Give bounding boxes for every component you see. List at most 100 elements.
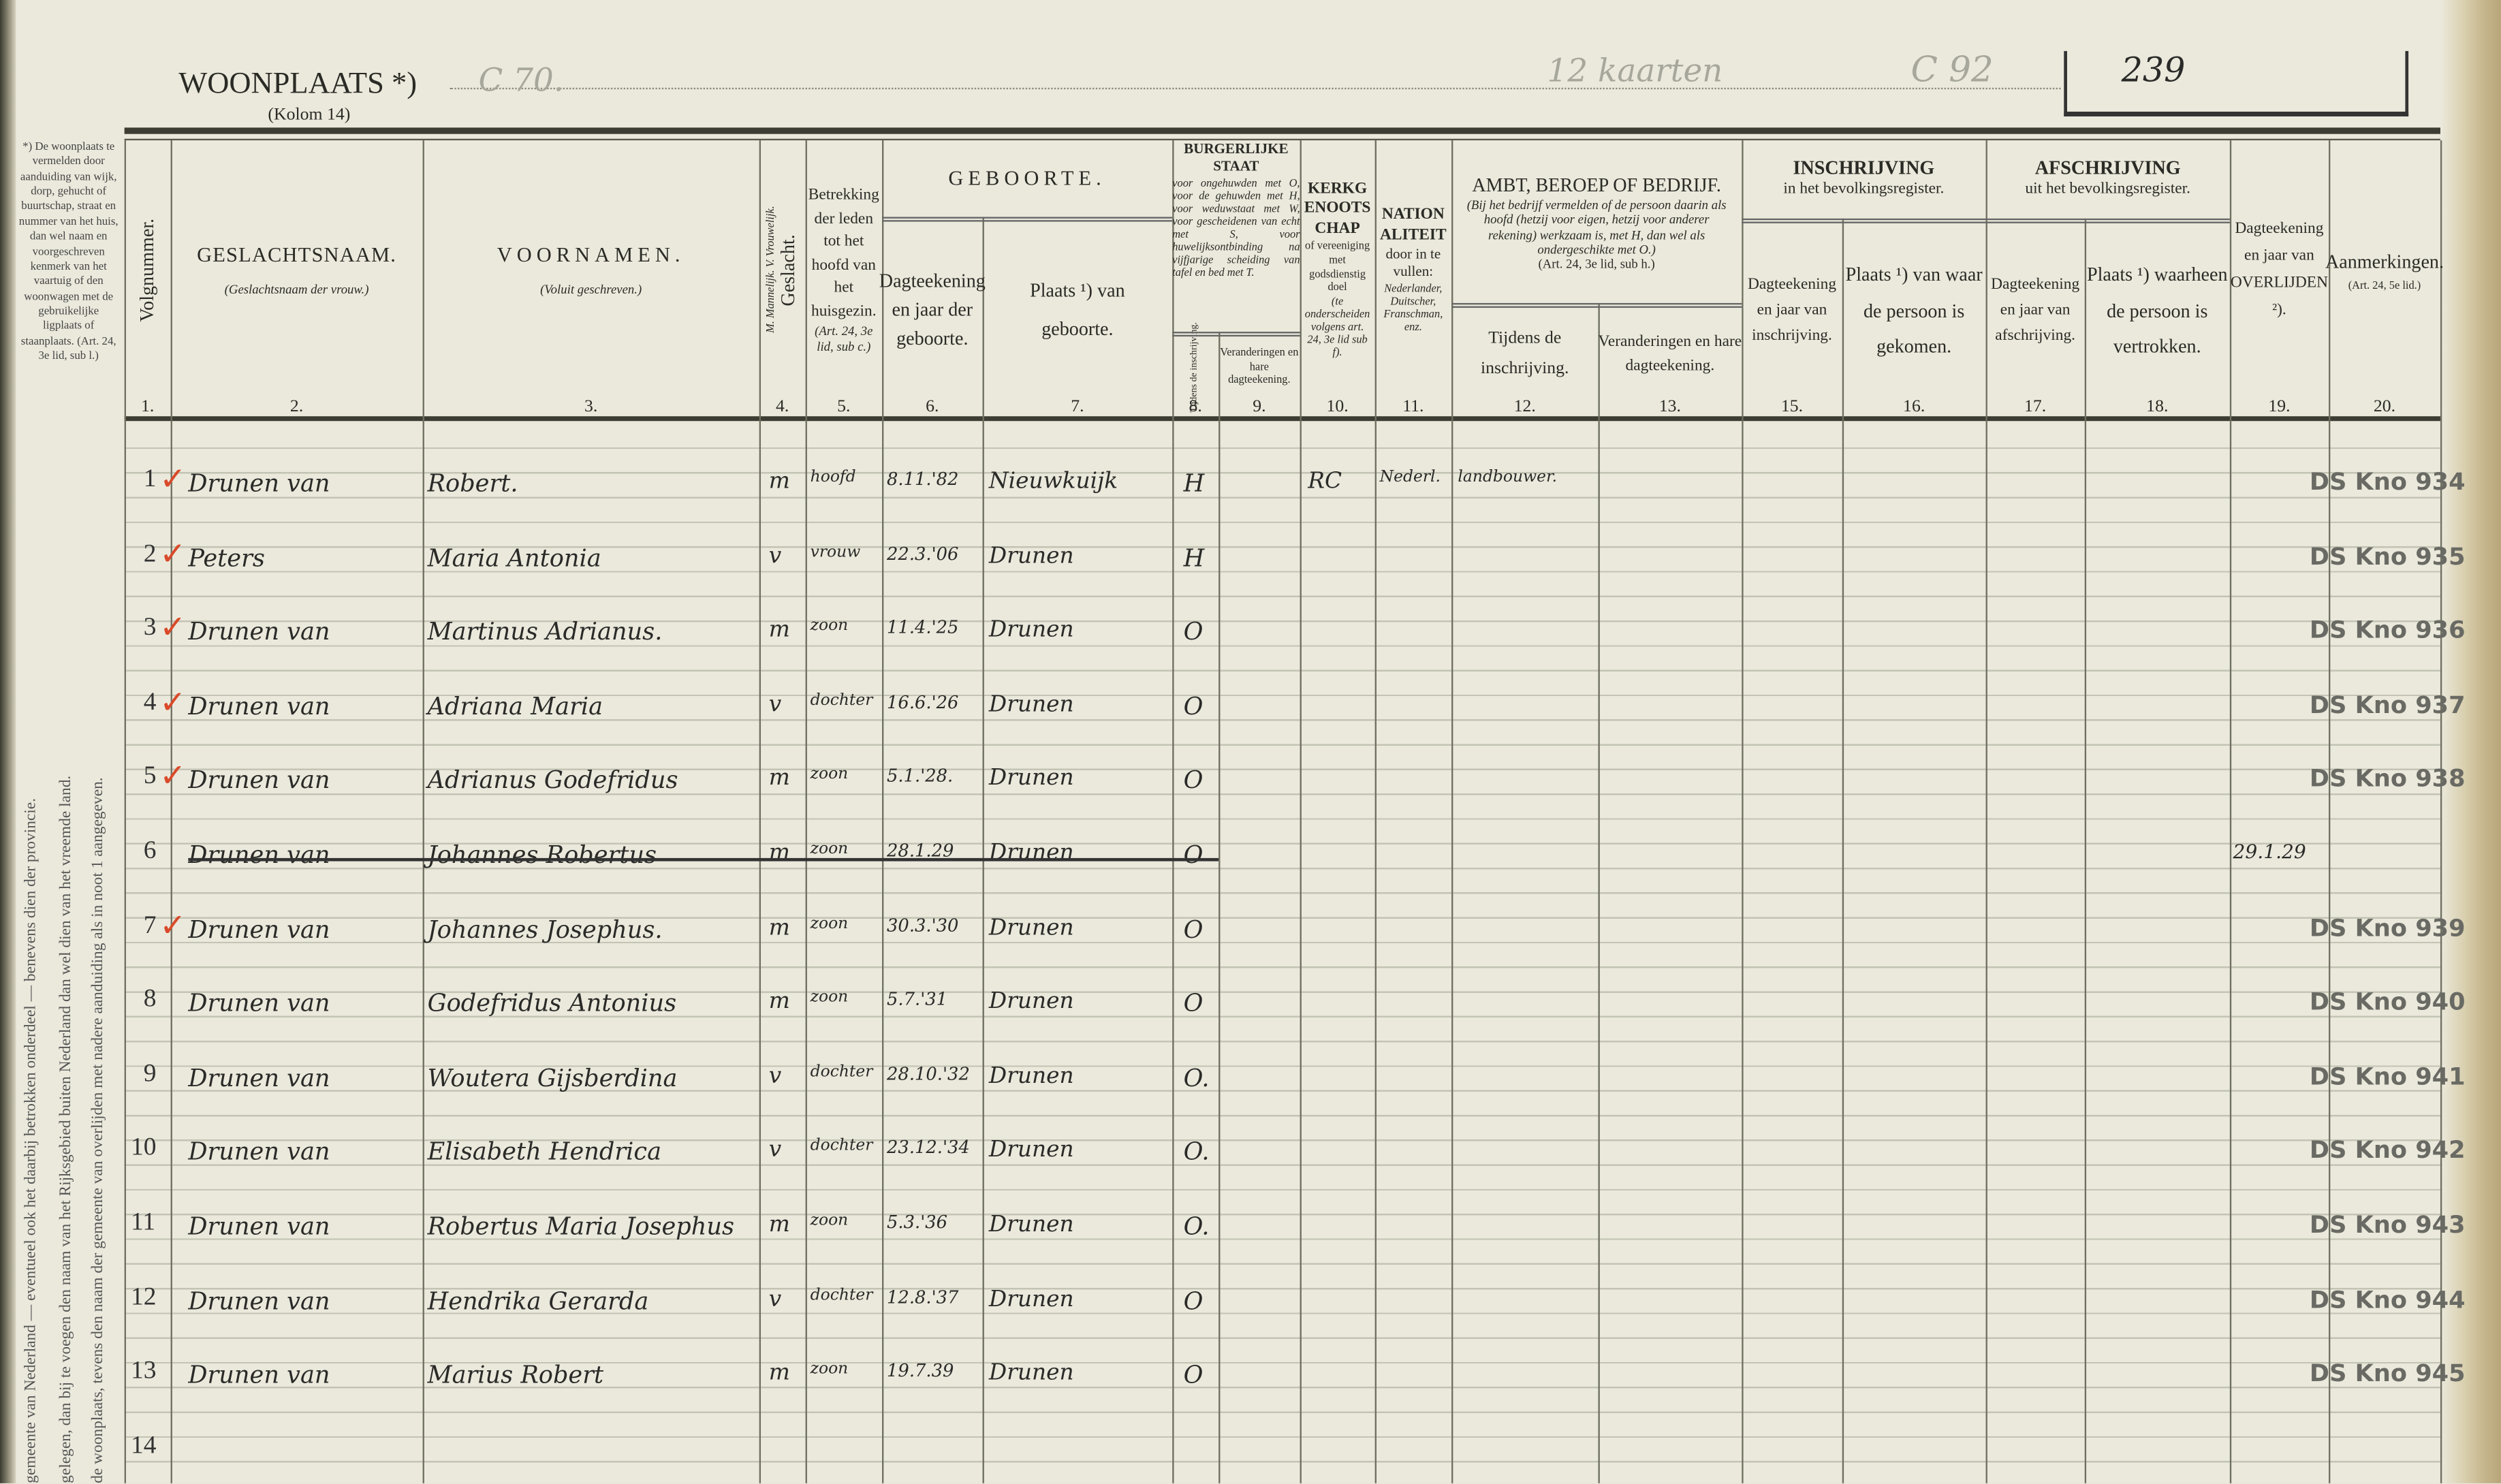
relation-cell: zoon xyxy=(810,840,849,858)
sex-cell: m xyxy=(768,915,790,941)
column-rule xyxy=(1218,332,1221,1483)
birthdate-cell: 5.3.'36 xyxy=(887,1212,948,1233)
column-rule xyxy=(170,140,172,1483)
header-note: (Art. 24, 3e lid, sub h.) xyxy=(1538,256,1655,271)
header-label: Dagteekening en jaar van afschrijving. xyxy=(1991,276,2080,345)
header-inschrijving-datum: Dagteekening en jaar van inschrijving. xyxy=(1742,223,1842,399)
column-rule xyxy=(805,140,807,1483)
header-note: voor ongehuwden met O, voor de gehuwden … xyxy=(1172,176,1300,279)
sex-cell: m xyxy=(768,1212,790,1238)
sex-cell: v xyxy=(768,543,782,569)
sex-cell: v xyxy=(768,1137,782,1164)
header-afschrijving-plaats: Plaats ¹) waarheen de persoon is vertrok… xyxy=(2085,223,2230,399)
header-geslacht: M. Mannelijk. V. Vrouwelijk. Geslacht. xyxy=(759,144,806,396)
relation-cell: vrouw xyxy=(810,543,861,561)
header-label: Dagteekening en jaar van inschrijving. xyxy=(1747,276,1837,345)
surname-cell: Drunen van xyxy=(188,1063,330,1092)
sex-cell: v xyxy=(768,1286,782,1312)
header-note: (Art. 24, 3e lid, sub c.) xyxy=(815,324,873,353)
remark-stamp: DS Kno 941 xyxy=(2309,1062,2466,1091)
header-geslachtsnaam: GESLACHTSNAAM. (Geslachtsnaam der vrouw.) xyxy=(171,144,423,396)
header-note: of vereeniging met godsdienstig doel xyxy=(1305,239,1370,294)
header-label: Plaats ¹) van geboorte. xyxy=(1030,279,1125,340)
relation-cell: hoofd xyxy=(810,469,856,487)
firstnames-cell: Godefridus Antonius xyxy=(427,989,677,1018)
column-number: 12. xyxy=(1513,397,1536,417)
column-number: 13. xyxy=(1658,397,1681,417)
row-number: 9 xyxy=(143,1060,157,1088)
relation-cell: zoon xyxy=(810,915,849,933)
remark-stamp: DS Kno 939 xyxy=(2309,913,2466,943)
row-number: 5 xyxy=(143,763,157,791)
relation-cell: zoon xyxy=(810,1360,849,1378)
relation-cell: zoon xyxy=(810,1212,849,1230)
civil-state-cell: O. xyxy=(1183,1063,1210,1092)
column-rule xyxy=(1172,140,1174,1483)
column-rule xyxy=(2440,140,2442,1483)
firstnames-cell: Robertus Maria Josephus xyxy=(427,1212,735,1241)
civil-state-cell: O xyxy=(1183,840,1204,870)
civil-state-cell: O. xyxy=(1183,1137,1210,1167)
header-beroep-inschrijving: Tijdens de inschrijving. xyxy=(1451,309,1598,398)
column-number: 20. xyxy=(2373,397,2396,417)
surname-cell: Drunen van xyxy=(188,1360,330,1390)
firstnames-cell: Woutera Gijsberdina xyxy=(427,1063,678,1092)
birthdate-cell: 8.11.'82 xyxy=(887,469,959,490)
row-number: 3 xyxy=(143,614,157,642)
sex-cell: m xyxy=(768,989,790,1015)
civil-state-cell: O. xyxy=(1183,1212,1210,1241)
column-rule xyxy=(982,217,984,1483)
birthplace-cell: Drunen xyxy=(988,915,1074,941)
pencil-code: C 92 xyxy=(1910,50,1994,91)
remark-stamp: DS Kno 942 xyxy=(2309,1136,2466,1165)
header-label: GEBOORTE. xyxy=(948,165,1106,190)
sex-cell: v xyxy=(768,1063,782,1089)
remark-stamp: DS Kno 934 xyxy=(2309,467,2466,496)
column-rule xyxy=(2329,140,2331,1483)
surname-cell: Drunen van xyxy=(188,469,330,498)
column-rule xyxy=(1374,140,1377,1483)
birthplace-cell: Drunen xyxy=(988,1063,1074,1089)
row-number: 1 xyxy=(143,465,157,493)
surname-cell: Drunen van xyxy=(188,915,330,944)
row-number: 2 xyxy=(143,539,157,567)
header-rule-thin xyxy=(124,138,2440,141)
death-date-cell: 29.1.29 xyxy=(2233,840,2306,863)
header-divider xyxy=(1172,332,1300,337)
row-number: 7 xyxy=(143,911,157,939)
header-label: AMBT, BEROEP OF BEDRIJF. xyxy=(1472,174,1721,197)
birthdate-cell: 19.7.39 xyxy=(887,1360,954,1382)
surname-cell: Drunen van xyxy=(188,765,330,795)
header-divider xyxy=(882,217,1173,222)
birthdate-cell: 11.4.'25 xyxy=(887,617,959,639)
civil-state-cell: H xyxy=(1183,543,1205,572)
birthplace-cell: Drunen xyxy=(988,989,1074,1015)
column-rule xyxy=(124,140,127,1483)
birthplace-cell: Drunen xyxy=(988,1212,1074,1238)
column-rule xyxy=(1842,218,1844,1483)
header-geboortedatum: Dagteekening en jaar der geboorte. xyxy=(879,223,986,396)
row-number: 10 xyxy=(131,1134,157,1162)
header-afschrijving-datum: Dagteekening en jaar van afschrijving. xyxy=(1986,223,2085,399)
header-label: KERKGENOOTSCHAP xyxy=(1304,179,1371,238)
relation-cell: zoon xyxy=(810,765,849,784)
red-check-mark-icon: ✓ xyxy=(159,756,187,795)
red-check-mark-icon: ✓ xyxy=(159,905,187,944)
table-row: 3 ✓ Drunen van Martinus Adrianus. m zoon 11.4.… xyxy=(0,608,2501,662)
sex-cell: v xyxy=(768,691,782,718)
column-rule xyxy=(882,140,884,1483)
column-number: 7. xyxy=(1071,397,1084,417)
firstnames-cell: Robert. xyxy=(427,469,518,498)
birthplace-cell: Drunen xyxy=(988,617,1074,644)
header-note: (Bij het bedrijf vermelden of de persoon… xyxy=(1466,198,1727,257)
birthdate-cell: 12.8.'37 xyxy=(887,1286,959,1308)
civil-state-cell: H xyxy=(1183,469,1205,498)
row-number: 11 xyxy=(131,1209,156,1236)
civil-state-cell: O xyxy=(1183,915,1204,944)
column-rule xyxy=(422,140,424,1483)
surname-cell: Drunen van xyxy=(188,1286,330,1316)
sex-cell: m xyxy=(768,617,790,644)
column-number: 9. xyxy=(1253,397,1266,417)
birthdate-cell: 16.6.'26 xyxy=(887,691,959,713)
column-number: 10. xyxy=(1326,397,1349,417)
